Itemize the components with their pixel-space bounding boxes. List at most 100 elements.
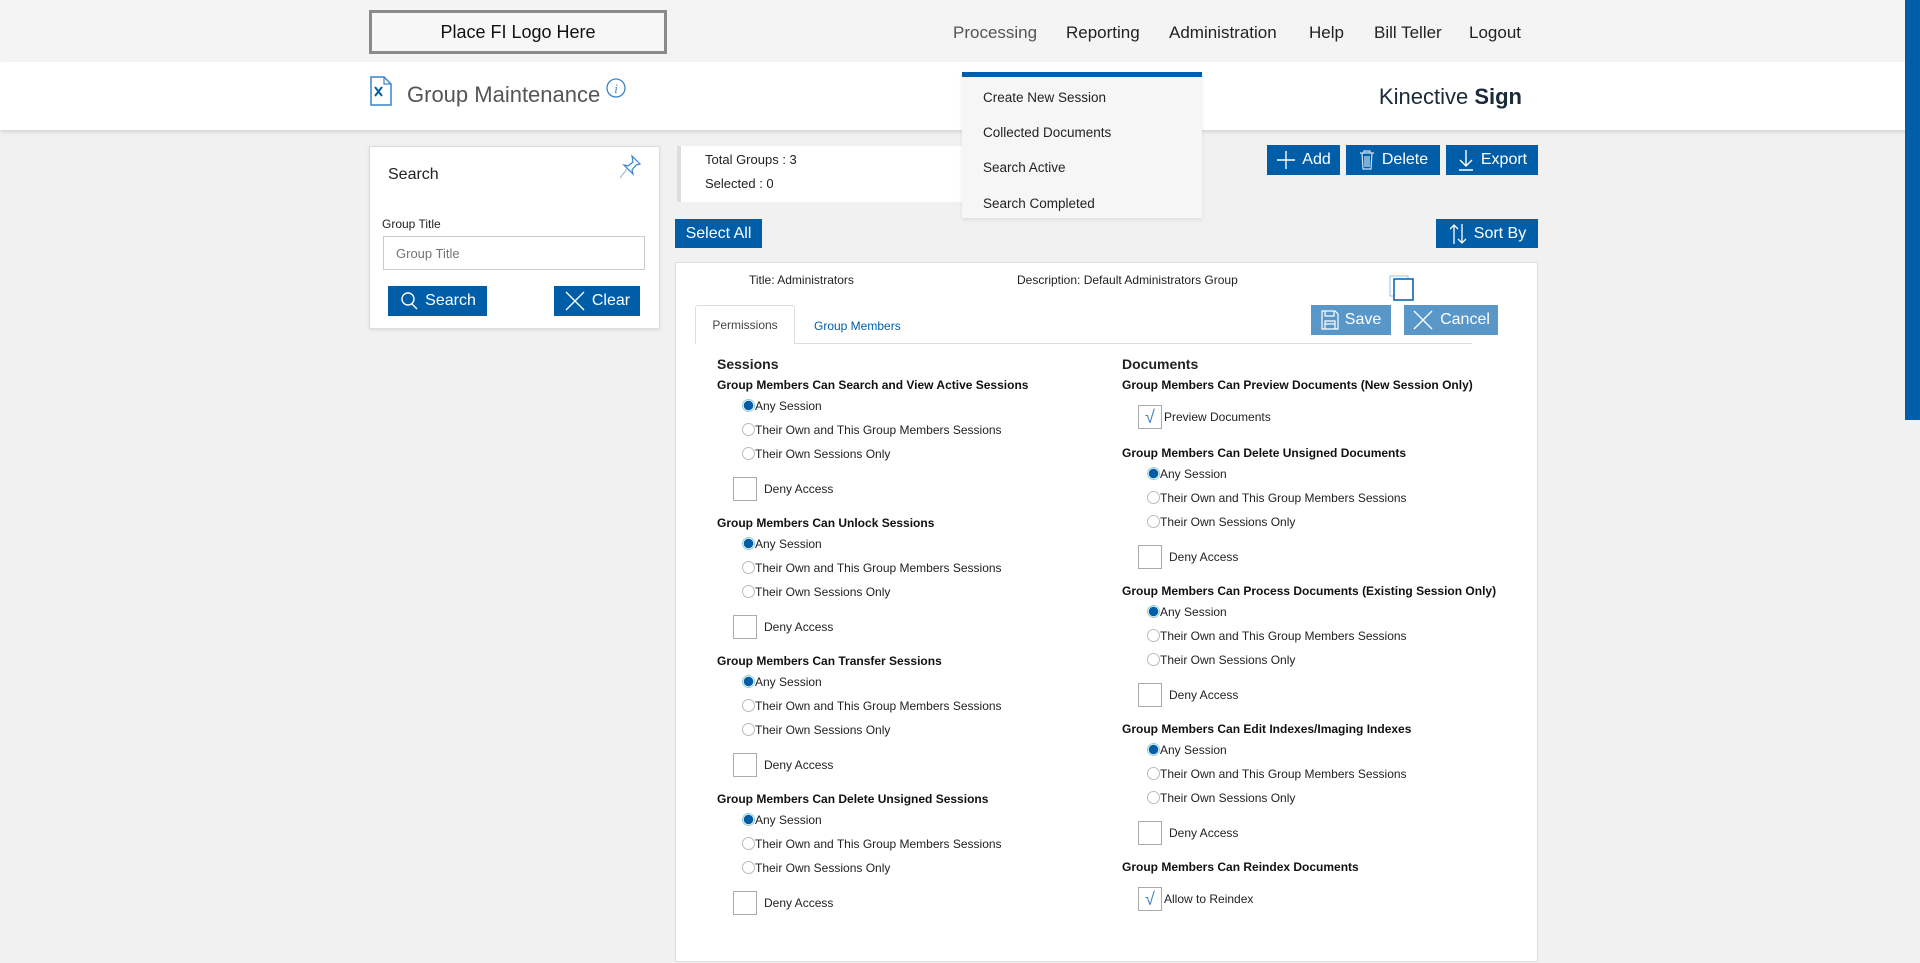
radio-button[interactable]: [742, 585, 755, 598]
deny-access-label: Deny Access: [1169, 550, 1239, 564]
cancel-label: Cancel: [1440, 311, 1490, 328]
radio-label: Their Own Sessions Only: [1160, 653, 1296, 667]
radio-button[interactable]: [742, 423, 755, 436]
search-panel-title: Search: [388, 166, 439, 183]
permission-checkbox[interactable]: √: [1138, 887, 1162, 911]
scrollbar[interactable]: [1905, 0, 1920, 420]
nav-user-menu[interactable]: Bill Teller: [1374, 23, 1442, 42]
group-card: Title: Administrators Description: Defau…: [675, 262, 1538, 962]
deny-access-label: Deny Access: [764, 620, 834, 634]
permission-group-title: Group Members Can Preview Documents (New…: [1122, 378, 1473, 392]
permission-group-title: Group Members Can Delete Unsigned Docume…: [1122, 446, 1407, 460]
radio-label: Their Own and This Group Members Session…: [755, 561, 1002, 575]
nav-help[interactable]: Help: [1309, 23, 1344, 42]
group-document-icon: [370, 76, 392, 111]
nav-logout[interactable]: Logout: [1469, 23, 1521, 42]
delete-label: Delete: [1381, 151, 1429, 168]
radio-button[interactable]: [742, 675, 755, 688]
radio-button[interactable]: [742, 537, 755, 550]
deny-access-checkbox[interactable]: [1138, 683, 1162, 707]
radio-label: Any Session: [755, 537, 822, 551]
group-title: Title: Administrators: [749, 273, 854, 287]
radio-button[interactable]: [1147, 467, 1160, 480]
nav-administration[interactable]: Administration: [1169, 23, 1277, 42]
radio-button[interactable]: [742, 813, 755, 826]
radio-button[interactable]: [742, 837, 755, 850]
radio-button[interactable]: [1147, 491, 1160, 504]
radio-label: Their Own and This Group Members Session…: [755, 699, 1002, 713]
menu-item-collected-documents[interactable]: Collected Documents: [983, 125, 1112, 140]
radio-label: Any Session: [1160, 605, 1227, 619]
cancel-button[interactable]: Cancel: [1404, 305, 1498, 335]
copy-icon[interactable]: [1389, 275, 1415, 306]
radio-button[interactable]: [1147, 605, 1160, 618]
radio-label: Their Own and This Group Members Session…: [1160, 629, 1407, 643]
radio-label: Any Session: [755, 675, 822, 689]
section-heading-sessions: Sessions: [717, 356, 779, 372]
radio-button[interactable]: [742, 861, 755, 874]
radio-button[interactable]: [1147, 515, 1160, 528]
radio-label: Any Session: [755, 813, 822, 827]
radio-label: Their Own Sessions Only: [1160, 791, 1296, 805]
radio-button[interactable]: [1147, 743, 1160, 756]
clear-button[interactable]: Clear: [554, 286, 640, 316]
export-button[interactable]: Export: [1446, 145, 1538, 175]
radio-label: Any Session: [755, 399, 822, 413]
radio-button[interactable]: [742, 699, 755, 712]
nav-processing[interactable]: Processing: [953, 23, 1038, 42]
brand-logo: Kinective Sign: [1378, 84, 1522, 109]
radio-label: Any Session: [1160, 743, 1227, 757]
save-label: Save: [1344, 311, 1382, 328]
menu-item-search-completed[interactable]: Search Completed: [983, 196, 1095, 211]
menu-item-search-active[interactable]: Search Active: [983, 160, 1066, 175]
plus-icon: [1277, 151, 1296, 169]
selected-count: Selected : 0: [705, 176, 774, 191]
sort-by-button[interactable]: Sort By: [1436, 219, 1538, 248]
search-icon: [401, 292, 418, 310]
trash-icon: [1359, 150, 1374, 170]
radio-button[interactable]: [742, 723, 755, 736]
radio-label: Any Session: [1160, 467, 1227, 481]
permission-group-title: Group Members Can Delete Unsigned Sessio…: [717, 792, 989, 806]
radio-button[interactable]: [1147, 653, 1160, 666]
deny-access-label: Deny Access: [764, 896, 834, 910]
tab-permissions[interactable]: Permissions: [695, 305, 795, 344]
radio-button[interactable]: [1147, 791, 1160, 804]
radio-label: Their Own Sessions Only: [1160, 515, 1296, 529]
add-label: Add: [1302, 151, 1331, 168]
deny-access-checkbox[interactable]: [1138, 821, 1162, 845]
tab-group-members[interactable]: Group Members: [814, 319, 901, 333]
tab-bar-divider: [695, 343, 1472, 344]
radio-button[interactable]: [742, 561, 755, 574]
fi-logo-placeholder: Place FI Logo Here: [369, 10, 667, 54]
radio-button[interactable]: [742, 447, 755, 460]
group-title-input[interactable]: [383, 236, 645, 270]
info-icon[interactable]: i: [606, 78, 626, 103]
add-button[interactable]: Add: [1267, 145, 1340, 175]
deny-access-checkbox[interactable]: [733, 891, 757, 915]
radio-button[interactable]: [1147, 767, 1160, 780]
permission-checkbox[interactable]: √: [1138, 405, 1162, 429]
nav-reporting[interactable]: Reporting: [1066, 23, 1140, 42]
delete-button[interactable]: Delete: [1346, 145, 1440, 175]
menu-item-create-new-session[interactable]: Create New Session: [983, 90, 1107, 105]
deny-access-checkbox[interactable]: [733, 615, 757, 639]
group-stats: Total Groups : 3 Selected : 0: [677, 146, 967, 202]
save-button[interactable]: Save: [1311, 305, 1391, 335]
permission-group-title: Group Members Can Search and View Active…: [717, 378, 1029, 392]
radio-label: Their Own and This Group Members Session…: [755, 423, 1002, 437]
top-nav-bar: [0, 0, 1920, 62]
sort-by-label: Sort By: [1473, 224, 1527, 242]
search-button[interactable]: Search: [388, 286, 487, 316]
select-all-button[interactable]: Select All: [675, 219, 762, 248]
sort-icon: [1449, 223, 1467, 244]
pin-icon[interactable]: [618, 154, 642, 185]
radio-button[interactable]: [1147, 629, 1160, 642]
deny-access-checkbox[interactable]: [733, 477, 757, 501]
deny-access-checkbox[interactable]: [1138, 545, 1162, 569]
checkbox-label: Preview Documents: [1164, 410, 1271, 424]
search-panel: Search Group Title Search Clear: [369, 146, 660, 329]
radio-label: Their Own Sessions Only: [755, 447, 891, 461]
radio-button[interactable]: [742, 399, 755, 412]
deny-access-checkbox[interactable]: [733, 753, 757, 777]
